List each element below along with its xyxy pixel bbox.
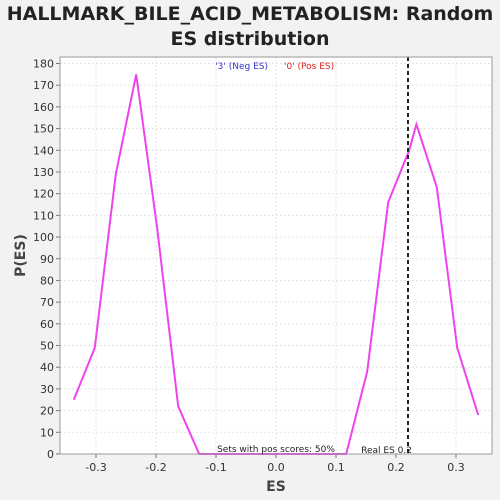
- plot-border: [59, 56, 493, 455]
- y-tick-label: 40: [40, 361, 54, 374]
- legend-pos-es: '0' (Pos ES): [284, 62, 334, 72]
- y-tick-label: 0: [47, 448, 54, 461]
- chart-title-line1: HALLMARK_BILE_ACID_METABOLISM: Random: [6, 3, 494, 25]
- x-tick-label: 0.2: [387, 461, 405, 474]
- x-tick-label: 0.0: [267, 461, 285, 474]
- y-axis-ticks: 0 10 20 30 40 50 60 70 80 90 100 110 120 130 140 150 160…: [33, 58, 60, 461]
- y-tick-label: 90: [40, 253, 54, 266]
- y-tick-label: 80: [40, 274, 54, 287]
- x-tick-label: -0.2: [145, 461, 166, 474]
- y-axis-label: P(ES): [13, 234, 29, 277]
- y-tick-label: 50: [40, 340, 54, 353]
- x-axis-label: ES: [266, 479, 286, 495]
- y-tick-label: 30: [40, 383, 54, 396]
- x-axis-ticks: -0.3 -0.2 -0.1 0.0 0.1 0.2 0.3: [85, 454, 465, 474]
- y-tick-label: 110: [33, 209, 54, 222]
- chart-title-line2: ES distribution: [170, 28, 330, 50]
- real-es-annotation: Real ES 0.2: [361, 446, 412, 456]
- y-tick-label: 140: [33, 144, 54, 157]
- y-tick-label: 10: [40, 426, 54, 439]
- y-tick-label: 70: [40, 296, 54, 309]
- y-tick-label: 180: [33, 58, 54, 71]
- y-tick-label: 130: [33, 166, 54, 179]
- pos-scores-annotation: Sets with pos scores: 50%: [217, 445, 335, 455]
- x-tick-label: -0.3: [85, 461, 106, 474]
- x-tick-label: -0.1: [205, 461, 226, 474]
- chart-title: HALLMARK_BILE_ACID_METABOLISM: Random ES…: [0, 2, 500, 52]
- grid-lines: [60, 57, 492, 455]
- y-tick-label: 160: [33, 101, 54, 114]
- x-tick-label: 0.3: [447, 461, 465, 474]
- y-tick-label: 170: [33, 79, 54, 92]
- legend-neg-es: '3' (Neg ES): [215, 62, 268, 72]
- y-tick-label: 20: [40, 405, 54, 418]
- plot-area: [60, 57, 492, 454]
- x-tick-label: 0.1: [327, 461, 345, 474]
- y-tick-label: 150: [33, 123, 54, 136]
- y-tick-label: 120: [33, 188, 54, 201]
- y-tick-label: 60: [40, 318, 54, 331]
- y-tick-label: 100: [33, 231, 54, 244]
